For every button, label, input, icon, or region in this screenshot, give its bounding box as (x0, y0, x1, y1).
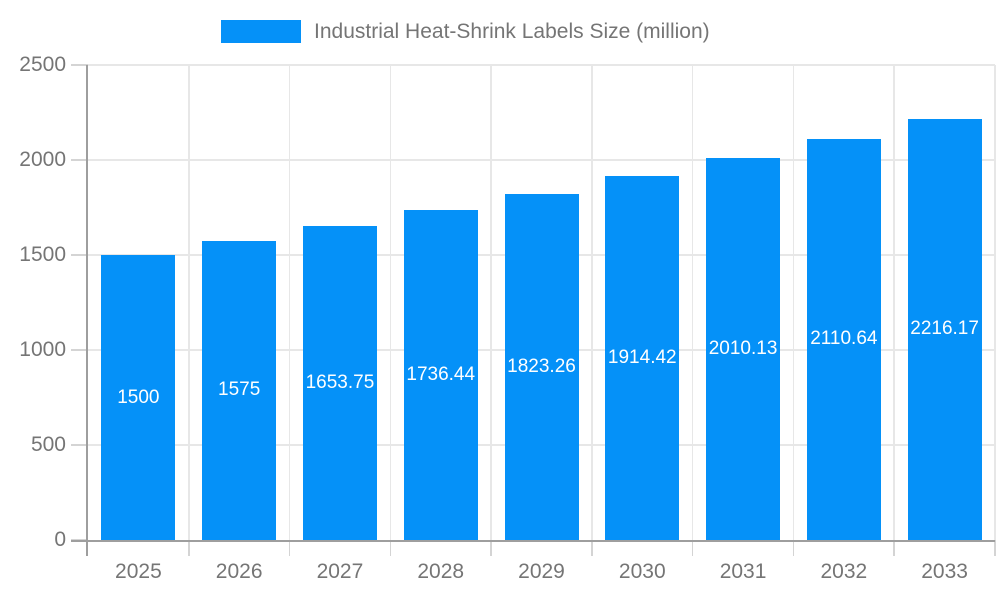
x-gridline (893, 65, 895, 540)
x-axis-tick (792, 540, 795, 556)
x-axis-tick (490, 540, 492, 556)
bar-value-label: 2010.13 (708, 338, 778, 360)
y-gridline (88, 64, 995, 66)
x-tick-label: 2028 (417, 560, 465, 583)
x-tick-label: 2033 (921, 560, 968, 583)
x-gridline (389, 65, 392, 540)
x-axis-tick (893, 540, 895, 556)
bar[interactable]: 1575 (202, 240, 277, 540)
chart-legend[interactable]: Industrial Heat-Shrink Labels Size (mill… (221, 20, 710, 43)
x-axis-tick (389, 540, 392, 556)
bar-value-label: 1575 (218, 379, 261, 401)
bar-value-label: 2216.17 (910, 318, 979, 340)
x-gridline (490, 65, 492, 540)
x-gridline (691, 65, 694, 540)
bar-value-label: 1736.44 (406, 364, 476, 386)
x-tick-label: 2025 (115, 560, 162, 583)
plot-area: 0 500 1000 1500 2000 2500 2025 2026 2027 2028 2029… (19, 53, 996, 583)
x-gridline (994, 65, 996, 540)
bar[interactable]: 1914.42 (605, 176, 680, 540)
bar-value-label: 2110.64 (810, 328, 878, 350)
y-axis-tick (71, 159, 88, 161)
x-axis-line (71, 540, 995, 542)
bar[interactable]: 2216.17 (907, 118, 982, 540)
x-axis-tick (691, 540, 694, 556)
y-axis-line (86, 65, 88, 556)
x-tick-label: 2030 (618, 560, 666, 583)
y-gridline (88, 159, 995, 161)
y-tick-label: 1000 (19, 338, 66, 361)
x-gridline (591, 65, 593, 540)
bar-value-label: 1653.75 (305, 371, 375, 393)
y-tick-label: 500 (30, 433, 66, 456)
x-tick-label: 2031 (719, 560, 767, 583)
y-tick-label: 0 (54, 528, 66, 551)
bar[interactable]: 2110.64 (806, 138, 881, 540)
bar-value-label: 1823.26 (507, 355, 576, 377)
y-tick-label: 2000 (19, 148, 66, 171)
y-axis-tick (71, 349, 88, 351)
x-tick-label: 2026 (215, 560, 263, 583)
legend-swatch-icon (221, 20, 301, 43)
x-gridline (188, 65, 190, 540)
x-axis-tick (188, 540, 190, 556)
bar-value-label: 1500 (117, 386, 160, 408)
bar-value-label: 1914.42 (607, 347, 677, 369)
y-axis-tick (71, 254, 88, 256)
legend-label: Industrial Heat-Shrink Labels Size (mill… (314, 20, 710, 43)
x-tick-label: 2027 (316, 560, 364, 583)
bar[interactable]: 1823.26 (504, 193, 579, 540)
x-axis-tick (288, 540, 291, 556)
x-gridline (792, 65, 795, 540)
y-tick-label: 2500 (19, 53, 66, 76)
x-axis-tick (994, 540, 996, 556)
y-axis-tick (71, 64, 88, 66)
bar[interactable]: 1736.44 (403, 210, 478, 540)
y-tick-label: 1500 (19, 243, 66, 266)
y-axis-tick (71, 444, 88, 446)
bar[interactable]: 1653.75 (302, 225, 377, 540)
x-tick-label: 2029 (518, 560, 565, 583)
x-gridline (288, 65, 291, 540)
x-axis-tick (591, 540, 593, 556)
bar[interactable]: 2010.13 (706, 158, 781, 540)
bar[interactable]: 1500 (101, 255, 176, 540)
x-tick-label: 2032 (820, 560, 868, 583)
